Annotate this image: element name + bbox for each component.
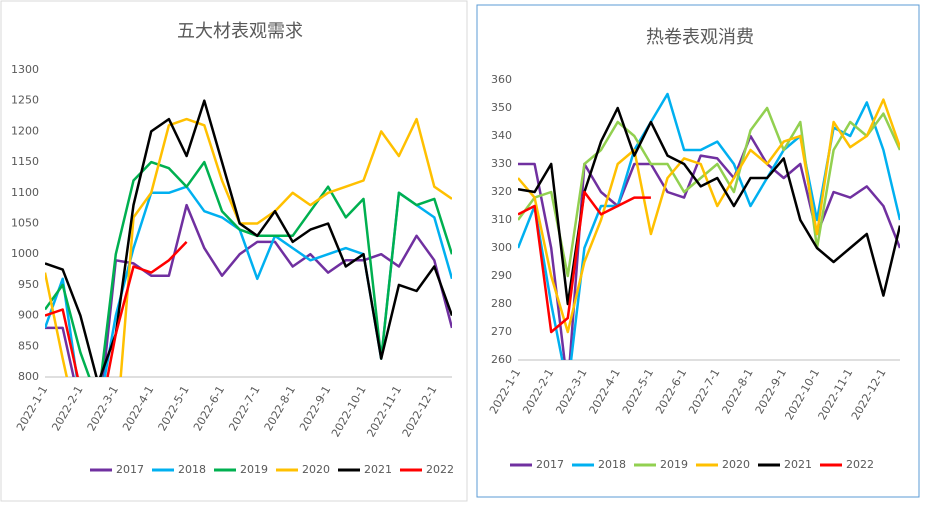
series-line	[45, 99, 452, 377]
x-tick-label: 2022-4-1	[587, 367, 623, 417]
x-tick-label: 2022-1-1	[14, 384, 50, 434]
y-tick-label: 1150	[11, 155, 39, 168]
x-tick-label: 2022-12-1	[400, 384, 440, 440]
legend-label: 2018	[598, 458, 626, 471]
x-tick-label: 2022-11-1	[364, 384, 404, 440]
y-tick-label: 950	[18, 278, 39, 291]
legend-label: 2019	[240, 463, 268, 476]
y-tick-label: 1300	[11, 63, 39, 76]
legend-label: 2020	[722, 458, 750, 471]
x-tick-label: 2022-5-1	[156, 384, 192, 434]
y-tick-label: 350	[491, 101, 512, 114]
y-tick-label: 340	[491, 129, 512, 142]
y-tick-label: 270	[491, 325, 512, 338]
series-line	[45, 160, 452, 377]
plot-area	[45, 99, 452, 377]
series-line	[518, 92, 900, 360]
series-line	[518, 106, 900, 278]
x-tick-label: 2022-6-1	[653, 367, 689, 417]
plot-area	[518, 92, 900, 360]
y-tick-label: 330	[491, 157, 512, 170]
series-line	[45, 117, 452, 377]
y-tick-label: 260	[491, 353, 512, 366]
y-tick-label: 360	[491, 73, 512, 86]
left-panel-frame	[0, 0, 468, 502]
x-tick-label: 2022-4-1	[120, 384, 156, 434]
x-tick-label: 2022-1-1	[487, 367, 523, 417]
series-line	[518, 134, 900, 360]
series-line	[45, 185, 452, 377]
legend-label: 2021	[364, 463, 392, 476]
x-tick-label: 2022-6-1	[191, 384, 227, 434]
x-tick-label: 2022-12-1	[849, 367, 889, 423]
legend-label: 2017	[536, 458, 564, 471]
series-line	[518, 98, 900, 334]
legend-label: 2022	[426, 463, 454, 476]
series-line	[45, 241, 188, 377]
y-tick-label: 280	[491, 297, 512, 310]
legend-label: 2020	[302, 463, 330, 476]
y-tick-label: 900	[18, 309, 39, 322]
y-tick-label: 1100	[11, 186, 39, 199]
legend-label: 2019	[660, 458, 688, 471]
legend-label: 2017	[116, 463, 144, 476]
legend-label: 2022	[846, 458, 874, 471]
legend-label: 2018	[178, 463, 206, 476]
x-tick-label: 2022-2-1	[520, 367, 556, 417]
series-line	[518, 190, 651, 334]
y-tick-label: 290	[491, 269, 512, 282]
y-tick-label: 320	[491, 185, 512, 198]
x-tick-label: 2022-9-1	[753, 367, 789, 417]
legend-label: 2021	[784, 458, 812, 471]
x-tick-label: 2022-2-1	[49, 384, 85, 434]
x-tick-label: 2022-8-1	[262, 384, 298, 434]
x-tick-label: 2022-3-1	[553, 367, 589, 417]
y-tick-label: 310	[491, 213, 512, 226]
right-panel-frame	[476, 4, 920, 498]
x-tick-label: 2022-10-1	[329, 384, 369, 440]
y-tick-label: 1250	[11, 94, 39, 107]
x-tick-label: 2022-7-1	[226, 384, 262, 434]
y-tick-label: 850	[18, 339, 39, 352]
x-tick-label: 2022-7-1	[686, 367, 722, 417]
chart-title: 五大材表观需求	[177, 21, 303, 42]
chart-title: 热卷表观消费	[646, 27, 754, 48]
y-tick-label: 1200	[11, 124, 39, 137]
x-tick-label: 2022-5-1	[620, 367, 656, 417]
x-tick-label: 2022-8-1	[719, 367, 755, 417]
y-tick-label: 300	[491, 241, 512, 254]
x-tick-label: 2022-3-1	[85, 384, 121, 434]
y-tick-label: 1050	[11, 217, 39, 230]
x-tick-label: 2022-9-1	[297, 384, 333, 434]
y-tick-label: 1000	[11, 247, 39, 260]
y-tick-label: 800	[18, 370, 39, 383]
